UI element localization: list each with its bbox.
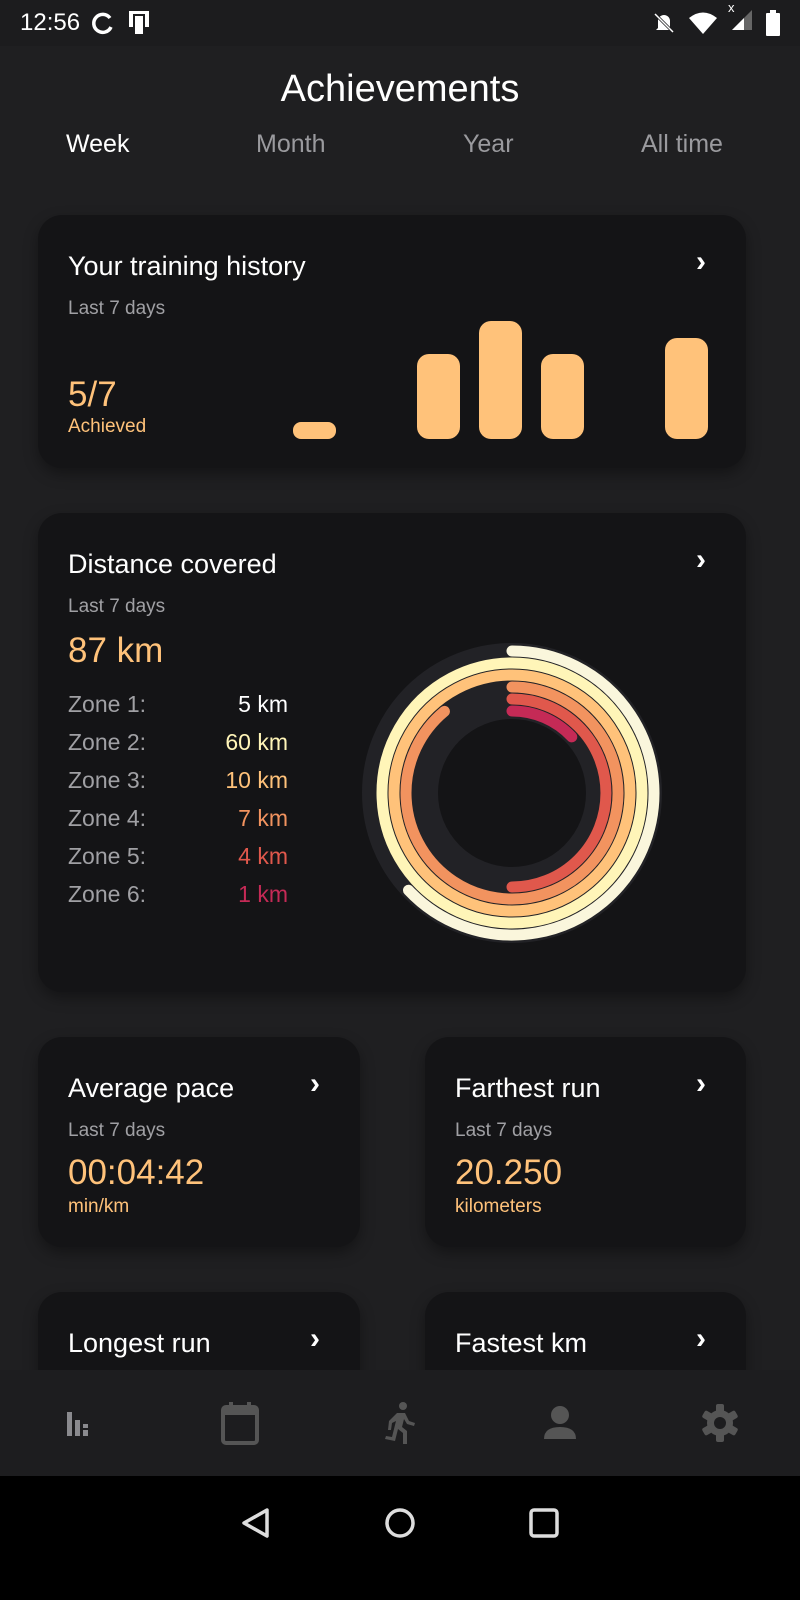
zone-row: Zone 6: 1 km (68, 875, 288, 913)
zone-label: Zone 6: (68, 880, 146, 907)
total-distance: 87 km (68, 631, 164, 670)
zone-value: 1 km (238, 880, 288, 907)
signal-label: x (728, 0, 735, 15)
card-title: Longest run (68, 1328, 211, 1358)
nav-stats[interactable] (50, 1393, 110, 1453)
zone-label: Zone 1: (68, 690, 146, 717)
clock: 12:56 (20, 9, 81, 36)
run-icon (385, 1402, 415, 1444)
nav-calendar[interactable] (210, 1393, 270, 1453)
signal-icon: x (728, 0, 754, 38)
zone-row: Zone 5: 4 km (68, 837, 288, 875)
zone-row: Zone 1: 5 km (68, 685, 288, 723)
zone-label: Zone 4: (68, 804, 146, 831)
zone-value: 5 km (238, 690, 288, 717)
zone-value: 4 km (238, 842, 288, 869)
training-history-card[interactable]: Your training history › Last 7 days 5/7 … (38, 215, 746, 468)
training-bar (541, 354, 584, 439)
chevron-right-icon[interactable]: › (310, 1067, 320, 1100)
zone-label: Zone 3: (68, 766, 146, 793)
distance-card[interactable]: Distance covered › Last 7 days 87 km Zon… (38, 513, 746, 992)
ring-track (362, 643, 662, 943)
card-title: Your training history (68, 251, 306, 281)
zone-ring-arc (400, 681, 624, 905)
card-subtitle: Last 7 days (68, 1120, 166, 1141)
nav-run[interactable] (370, 1393, 430, 1453)
zone-row: Zone 4: 7 km (68, 799, 288, 837)
average-pace-card[interactable]: Average pace › Last 7 days 00:04:42 min/… (38, 1037, 360, 1247)
chevron-right-icon[interactable]: › (310, 1322, 320, 1355)
tab-month[interactable]: Month (256, 130, 326, 158)
calendar-icon (221, 1402, 259, 1445)
recents-icon[interactable] (527, 1506, 561, 1540)
farthest-value: 20.250 (455, 1153, 563, 1192)
tab-week[interactable]: Week (66, 130, 130, 158)
zone-value: 7 km (238, 804, 288, 831)
zone-ring-arc (506, 693, 612, 893)
zone-label: Zone 2: (68, 728, 146, 755)
card-title: Fastest km (455, 1328, 588, 1358)
zone-ring-arc (402, 645, 660, 941)
tab-all-time[interactable]: All time (641, 130, 723, 158)
battery-icon (766, 10, 780, 36)
zone-label: Zone 5: (68, 842, 146, 869)
wifi-icon (689, 12, 717, 34)
achieved-label: Achieved (68, 416, 147, 437)
status-bar: 12:56 x (0, 0, 800, 46)
training-bar (293, 422, 336, 439)
nav-settings[interactable] (690, 1393, 750, 1453)
screen-cast-icon (129, 11, 150, 36)
training-bar (479, 321, 522, 439)
pace-value: 00:04:42 (68, 1153, 205, 1192)
zone-ring-arc (506, 705, 578, 743)
zone-ring-arc (388, 669, 636, 917)
zone-value: 10 km (225, 766, 288, 793)
nav-profile[interactable] (530, 1393, 590, 1453)
zone-ring-chart (362, 643, 662, 943)
zone-value: 60 km (225, 728, 288, 755)
stats-icon (67, 1412, 88, 1436)
back-icon[interactable] (239, 1506, 273, 1540)
period-tabs: Week Month Year All time (0, 130, 800, 164)
person-icon (544, 1406, 576, 1439)
zone-row: Zone 2: 60 km (68, 723, 288, 761)
settings-icon (702, 1404, 738, 1442)
training-bar (665, 337, 708, 439)
chevron-right-icon[interactable]: › (696, 1322, 706, 1355)
farthest-unit: kilometers (455, 1196, 542, 1217)
card-title: Distance covered (68, 549, 277, 579)
sync-icon (92, 12, 113, 35)
card-subtitle: Last 7 days (68, 298, 166, 319)
zone-list: Zone 1: 5 km Zone 2: 60 km Zone 3: 10 km Zo… (68, 685, 288, 913)
home-icon[interactable] (383, 1506, 417, 1540)
chevron-right-icon[interactable]: › (696, 1067, 706, 1100)
training-bar (417, 354, 460, 439)
pace-unit: min/km (68, 1196, 130, 1217)
page-title: Achievements (280, 68, 520, 110)
zone-ring-arc (376, 657, 648, 929)
tab-year[interactable]: Year (463, 130, 514, 158)
chevron-right-icon[interactable]: › (696, 543, 706, 576)
farthest-run-card[interactable]: Farthest run › Last 7 days 20.250 kilome… (425, 1037, 746, 1247)
card-title: Average pace (68, 1073, 235, 1103)
chevron-right-icon[interactable]: › (696, 245, 706, 278)
achieved-value: 5/7 (68, 375, 117, 414)
system-navigation-bar (0, 1476, 800, 1600)
zone-row: Zone 3: 10 km (68, 761, 288, 799)
bottom-navigation (0, 1370, 800, 1476)
bell-off-icon (653, 12, 675, 34)
card-subtitle: Last 7 days (68, 596, 166, 617)
card-subtitle: Last 7 days (455, 1120, 553, 1141)
card-title: Farthest run (455, 1073, 601, 1103)
